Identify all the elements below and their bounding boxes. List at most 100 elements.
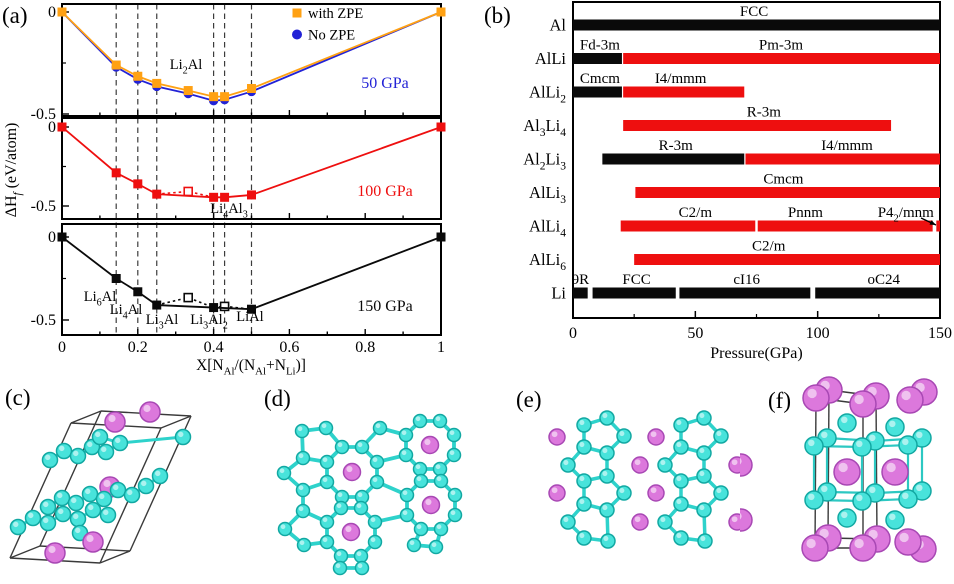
atom-highlight [321, 423, 327, 429]
series-100-GPa-hull [57, 122, 446, 202]
phase-label: 9R [572, 272, 590, 288]
atom-highlight [416, 476, 422, 482]
atom-highlight [375, 423, 381, 429]
data-point-square [209, 303, 219, 313]
atom-highlight [716, 431, 722, 437]
structure-d [276, 413, 463, 576]
atom-highlight [58, 508, 64, 515]
compound-label: AlLi6 [529, 250, 566, 273]
atom-al-cyan [406, 537, 422, 553]
atom-al-cyan [69, 510, 87, 528]
atom-highlight [806, 538, 816, 549]
x-tick-label: 0.2 [128, 339, 148, 356]
atom-al-cyan [432, 461, 448, 477]
phase-bar-Cmcm [635, 187, 940, 198]
atom-highlight [602, 471, 608, 477]
atom-highlight [602, 505, 608, 511]
atom-al-cyan [39, 514, 57, 532]
composition-label: Li4Al3 [210, 201, 248, 220]
atom-highlight [435, 416, 441, 422]
atom-highlight [869, 486, 876, 494]
atom-highlight [700, 536, 706, 542]
atom-li-magenta [802, 384, 830, 412]
phase-bar-9R [573, 287, 588, 299]
atom-highlight [356, 551, 362, 557]
atom-al-cyan [398, 427, 414, 443]
unit-cell-edge [814, 397, 817, 549]
atom-highlight [322, 477, 328, 483]
phase-label: I4/mmm [655, 71, 707, 87]
data-point-square [57, 7, 67, 17]
data-point-square [220, 92, 230, 102]
atom-li-magenta [104, 411, 126, 433]
atom-highlight [279, 468, 285, 474]
atom-highlight [95, 431, 101, 438]
data-point-square [111, 274, 121, 283]
atom-highlight [450, 490, 456, 496]
atom-al-cyan [696, 502, 712, 518]
atom-highlight [298, 485, 304, 491]
phase-label: FCC [740, 4, 768, 20]
atom-highlight [740, 457, 742, 465]
atom-al-cyan [354, 439, 370, 455]
atom-highlight [127, 489, 133, 496]
atom-al-cyan [576, 439, 592, 455]
atom-al-cyan [837, 413, 857, 433]
atom-al-cyan [295, 482, 311, 498]
atom-highlight [141, 480, 147, 487]
atom-highlight [88, 504, 94, 511]
atom-al-cyan [353, 500, 369, 516]
x-tick-label: 0.6 [279, 339, 299, 356]
atom-al-cyan [353, 548, 369, 564]
panel-b-label: (b) [484, 3, 511, 28]
phase-bar-Cmcm [573, 86, 622, 98]
compound-label: Al3Li4 [523, 116, 566, 139]
composition-label: Li4Al [110, 302, 142, 321]
atom-al-cyan [713, 485, 729, 501]
atom-al-cyan [369, 454, 385, 470]
atom-highlight [322, 457, 328, 463]
atom-highlight [402, 490, 408, 496]
atom-al-cyan [354, 560, 370, 576]
atom-highlight [856, 440, 863, 448]
data-point-square [436, 232, 446, 242]
x-axis-title: X[NAl/(NAl+NLi)] [196, 357, 306, 375]
atom-highlight [416, 524, 422, 530]
atom-al-cyan [696, 445, 712, 461]
atom-al-cyan [99, 506, 117, 524]
atom-al-cyan [109, 481, 127, 499]
atom-al-cyan [447, 507, 463, 523]
atom-li-magenta [740, 508, 753, 532]
atom-al-cyan [432, 413, 448, 429]
phase-row-AlLi6: AlLi6 C2/m [529, 239, 940, 273]
phase-row-AlLi: AlLi Fd-3m Pm-3m [535, 38, 940, 68]
phase-label: Pm-3m [759, 38, 804, 54]
atom-al-cyan [560, 457, 576, 473]
atom-al-cyan [673, 417, 689, 433]
panel-f-label: (f) [768, 388, 791, 413]
atom-al-cyan [319, 454, 335, 470]
atom-al-cyan [657, 514, 673, 530]
atom-al-cyan [69, 447, 87, 465]
atom-al-cyan [67, 494, 85, 512]
atom-highlight [603, 536, 609, 542]
atom-al-cyan [277, 521, 293, 537]
atom-highlight [660, 517, 666, 523]
atom-highlight [101, 446, 107, 453]
hull-panel-50-GPa: 0 -0.5 Li2Al 50 GPa [31, 3, 446, 123]
atom-highlight [436, 524, 442, 530]
phase-label: C2/m [752, 239, 786, 255]
y-tick-label: 0 [48, 229, 56, 246]
atom-li-magenta [421, 495, 441, 515]
atom-al-cyan [576, 473, 592, 489]
compound-label: AlLi2 [529, 83, 566, 106]
atom-al-cyan [276, 465, 292, 481]
atom-highlight [869, 434, 876, 442]
atom-highlight [372, 457, 378, 463]
structure-e [548, 410, 740, 549]
phase-row-AlLi2: AlLi2 Cmcm I4/mmm [529, 71, 745, 106]
atom-al-cyan [369, 474, 385, 490]
atom-al-cyan [318, 420, 334, 436]
phase-bar-C2m [620, 220, 756, 232]
atom-al-cyan [599, 410, 615, 426]
